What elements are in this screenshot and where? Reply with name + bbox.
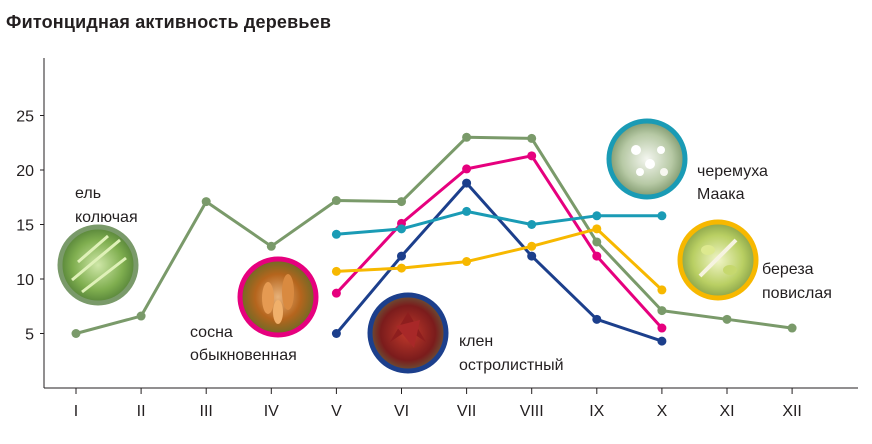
data-point — [592, 251, 602, 261]
y-tick-label: 25 — [16, 109, 34, 126]
x-tick-label: VI — [394, 403, 409, 420]
series-line-ель-колючая — [75, 135, 793, 335]
x-tick-label: IV — [264, 403, 279, 420]
y-tick-label: 20 — [16, 163, 34, 180]
annotation-birch-label: береза повислая — [762, 261, 832, 302]
data-point — [397, 263, 406, 273]
annotation-pine-label: сосна обыкновенная — [190, 324, 297, 364]
data-point — [397, 224, 406, 234]
svg-text:ель: ель — [75, 185, 101, 202]
data-point — [592, 237, 602, 247]
x-tick-label: XI — [719, 403, 734, 420]
data-point — [331, 266, 341, 276]
svg-text:сосна: сосна — [190, 324, 233, 341]
data-point — [331, 229, 341, 239]
svg-text:клен: клен — [459, 333, 493, 350]
x-tick-label: II — [137, 403, 146, 420]
annotation-bird-cherry-label: черемуха Маака — [697, 163, 768, 203]
maple-photo-icon — [367, 292, 449, 374]
axes — [43, 58, 858, 389]
data-point — [266, 241, 276, 251]
data-point — [136, 311, 146, 321]
data-point — [462, 178, 472, 188]
data-point — [592, 211, 602, 221]
svg-text:повислая: повислая — [762, 285, 832, 302]
x-tick-label: VIII — [520, 403, 544, 420]
svg-text:Маака: Маака — [697, 186, 745, 203]
svg-text:остролистный: остролистный — [459, 357, 564, 374]
bird-cherry-photo-icon — [606, 118, 688, 200]
data-point — [71, 329, 81, 338]
data-point — [527, 133, 537, 143]
series-line-сосна-обыкновенная — [335, 154, 664, 330]
data-point — [787, 323, 797, 333]
chart-title: Фитонцидная активность деревьев — [6, 12, 332, 32]
data-point — [527, 151, 537, 161]
data-point — [527, 241, 537, 251]
data-point — [657, 323, 667, 333]
x-tick-label: VII — [457, 403, 477, 420]
x-tick-label: V — [331, 403, 342, 420]
data-point — [657, 211, 667, 221]
data-point — [462, 132, 472, 142]
data-point — [462, 257, 472, 267]
x-tick-label: IX — [589, 403, 604, 420]
annotation-maple-label: клен остролистный — [459, 333, 564, 374]
birch-photo-icon — [677, 219, 759, 301]
data-point — [527, 220, 537, 229]
svg-text:обыкновенная: обыкновенная — [190, 347, 297, 364]
data-point — [462, 164, 472, 174]
data-point — [201, 197, 211, 207]
data-point — [657, 336, 667, 346]
svg-text:колючая: колючая — [75, 209, 138, 226]
annotation-spruce-label: ель колючая — [75, 185, 138, 226]
data-point — [722, 314, 732, 324]
data-point — [331, 288, 341, 298]
pine-photo-icon — [237, 256, 319, 338]
x-tick-label: III — [200, 403, 213, 420]
y-tick-label: 5 — [25, 327, 34, 344]
svg-text:черемуха: черемуха — [697, 163, 768, 180]
y-tick-label: 10 — [16, 272, 34, 289]
data-point — [331, 196, 341, 206]
series-line-черемуха-маака — [336, 209, 662, 236]
data-point — [527, 251, 537, 261]
data-point — [462, 206, 472, 216]
data-point — [397, 251, 406, 261]
x-tick-label: XII — [782, 403, 802, 420]
data-point — [592, 224, 602, 234]
svg-text:береза: береза — [762, 261, 814, 278]
y-tick-label: 15 — [16, 218, 34, 235]
x-tick-label: X — [657, 403, 668, 420]
spruce-photo-icon — [57, 224, 139, 306]
data-point — [331, 329, 341, 338]
data-point — [657, 285, 667, 295]
x-tick-label: I — [74, 403, 78, 420]
data-point — [592, 314, 602, 324]
data-point — [657, 306, 667, 316]
data-point — [397, 197, 406, 207]
series-line-береза-повислая — [336, 227, 663, 291]
